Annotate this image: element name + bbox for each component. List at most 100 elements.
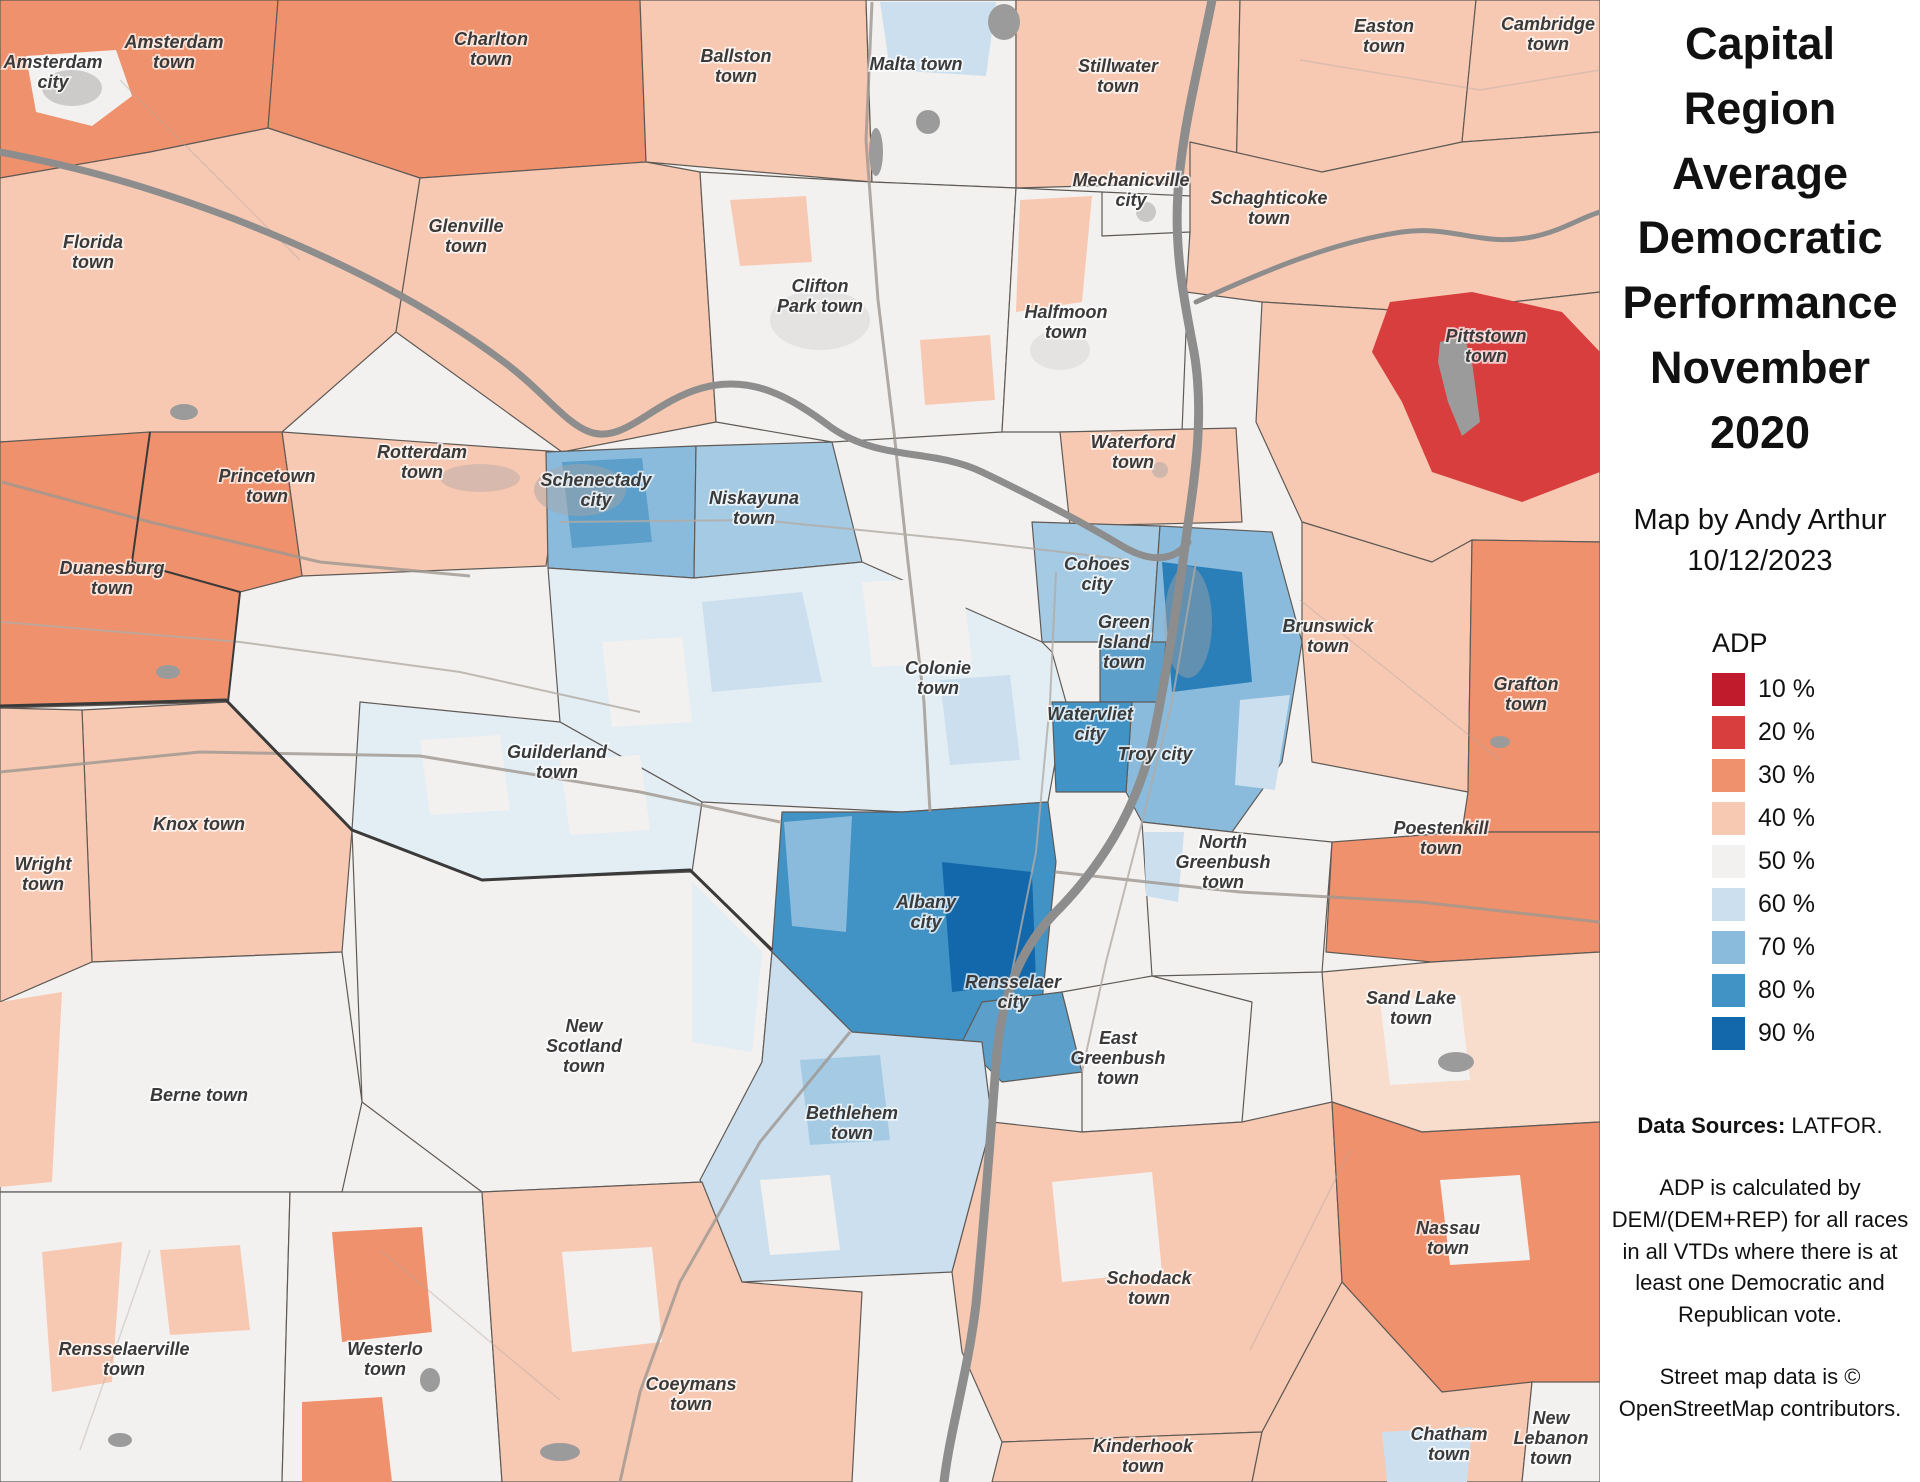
lake xyxy=(540,1443,580,1461)
lake xyxy=(988,4,1020,40)
rivers xyxy=(0,0,1600,1482)
region-north-greenbush-town xyxy=(1141,821,1333,977)
map-label-schaghticoke-town: Schaghticoke town xyxy=(1210,188,1327,228)
map-patch xyxy=(862,577,972,667)
region-berne-town xyxy=(0,951,363,1193)
legend-label: 50 % xyxy=(1758,846,1815,875)
map-label-easton-town: Easton town xyxy=(1354,16,1414,56)
legend-label: 30 % xyxy=(1758,760,1815,789)
map-label-stillwater-town: Stillwater town xyxy=(1078,56,1159,96)
legend-swatch xyxy=(1712,715,1745,749)
map-label-coeymans-town: Coeymans town xyxy=(645,1374,736,1414)
map-patch xyxy=(1016,196,1092,312)
map-label-florida-town: Florida town xyxy=(63,232,123,272)
legend-row: 70 % xyxy=(1712,930,1912,964)
map-label-cohoes-city: Cohoes city xyxy=(1064,554,1130,594)
legend-swatch xyxy=(1712,758,1745,792)
map-patch xyxy=(730,196,812,266)
sidebar: Capital Region Average Democratic Perfor… xyxy=(1600,0,1920,1482)
legend-label: 40 % xyxy=(1758,803,1815,832)
region-kinderhook-town xyxy=(991,1431,1263,1482)
legend-label: 80 % xyxy=(1758,975,1815,1004)
legend-swatch xyxy=(1712,930,1745,964)
map-label-knox-town: Knox town xyxy=(153,814,245,834)
adp-method-note: ADP is calculated by DEM/(DEM+REP) for a… xyxy=(1611,1174,1909,1328)
legend-heading: ADP xyxy=(1712,627,1768,658)
legend-row: 10 % xyxy=(1712,672,1912,706)
lake xyxy=(869,128,883,176)
map-label-east-greenbush-town: East Greenbush town xyxy=(1070,1028,1165,1088)
map-label-north-greenbush-town: North Greenbush town xyxy=(1175,832,1270,892)
map-patch xyxy=(160,1245,250,1335)
lake xyxy=(1438,1052,1474,1072)
map-patch xyxy=(920,335,995,405)
map-patch xyxy=(800,1055,890,1145)
legend-row: 20 % xyxy=(1712,715,1912,749)
map-label-nassau-town: Nassau town xyxy=(1416,1218,1480,1258)
legend-label: 10 % xyxy=(1758,674,1815,703)
county-boundary xyxy=(0,698,774,952)
legend: ADP 10 % 20 % 30 % 40 % 50 % 60 % 70 % 80 % 90 % xyxy=(1608,628,1912,1050)
map-patch xyxy=(0,992,62,1187)
urban-area xyxy=(42,70,102,106)
region-new-lebanon-town xyxy=(1521,1381,1600,1482)
legend-swatch xyxy=(1712,887,1745,921)
lake xyxy=(170,404,198,420)
road xyxy=(559,518,1131,561)
map-patch xyxy=(1235,695,1290,790)
urban-area xyxy=(1136,202,1156,222)
map-patch xyxy=(302,1397,392,1482)
legend-label: 70 % xyxy=(1758,932,1815,961)
map-patch xyxy=(42,1242,122,1392)
lake xyxy=(916,110,940,134)
map-label-duanesburg-town: Duanesburg town xyxy=(59,558,164,598)
map-label-poestenkill-town: Poestenkill town xyxy=(1393,818,1489,858)
data-sources-note: Data Sources: LATFOR. xyxy=(1610,1110,1910,1142)
map-patch xyxy=(702,592,822,692)
map-label-rensselaer-city: Rensselaer city xyxy=(965,972,1062,1012)
road xyxy=(1055,870,1600,924)
legend-swatch xyxy=(1712,844,1745,878)
legend-swatch xyxy=(1712,1016,1745,1050)
map-label-grafton-town: Grafton town xyxy=(1494,674,1559,714)
map-patch-pittstown-red xyxy=(1372,292,1600,502)
map-label-halfmoon-town: Halfmoon town xyxy=(1025,302,1108,342)
map-label-malta-town: Malta town xyxy=(870,54,963,74)
hudson-river xyxy=(939,0,1217,1482)
map-label-mechanicville-city: Mechanicville city xyxy=(1072,170,1189,210)
map-label-kinderhook-town: Kinderhook town xyxy=(1093,1436,1194,1476)
map-label-charlton-town: Charlton town xyxy=(454,29,528,69)
legend-entries: 10 % 20 % 30 % 40 % 50 % 60 % 70 % 80 % 90 % xyxy=(1712,672,1912,1050)
map-patch xyxy=(784,816,852,932)
map-patch xyxy=(1162,562,1252,692)
map-label-green-island-town: Green Island town xyxy=(1098,612,1151,672)
urban-area xyxy=(770,290,870,350)
map-label-rotterdam-town: Rotterdam town xyxy=(377,442,467,482)
region-brunswick-town xyxy=(1301,521,1473,793)
lake xyxy=(420,1368,440,1392)
legend-row: 90 % xyxy=(1712,1016,1912,1050)
map-label-pittstown-town: Pittstown town xyxy=(1446,326,1527,366)
map-label-brunswick-town: Brunswick town xyxy=(1282,616,1374,656)
urban-areas xyxy=(42,70,1212,678)
road xyxy=(1299,59,1600,91)
map-patch xyxy=(560,755,650,835)
map-patch-albany-core xyxy=(942,862,1036,992)
legend-swatch xyxy=(1712,801,1745,835)
road xyxy=(79,1249,151,1451)
road xyxy=(864,1,932,813)
lake xyxy=(1490,736,1510,748)
map-label-troy-city: Troy city xyxy=(1118,744,1194,764)
map-label-westerlo-town: Westerlo town xyxy=(347,1339,423,1379)
legend-row: 50 % xyxy=(1712,844,1912,878)
map-label-guilderland-town: Guilderland town xyxy=(507,742,608,782)
road xyxy=(1081,561,1197,1073)
legend-label: 20 % xyxy=(1758,717,1815,746)
road xyxy=(618,1031,852,1482)
notes: Data Sources: LATFOR. ADP is calculated … xyxy=(1608,1110,1912,1425)
lake xyxy=(156,665,180,679)
road xyxy=(0,750,781,824)
map-patch xyxy=(1440,1175,1530,1265)
data-sources-label: Data Sources: xyxy=(1637,1112,1786,1138)
map-patch xyxy=(1382,1427,1472,1482)
